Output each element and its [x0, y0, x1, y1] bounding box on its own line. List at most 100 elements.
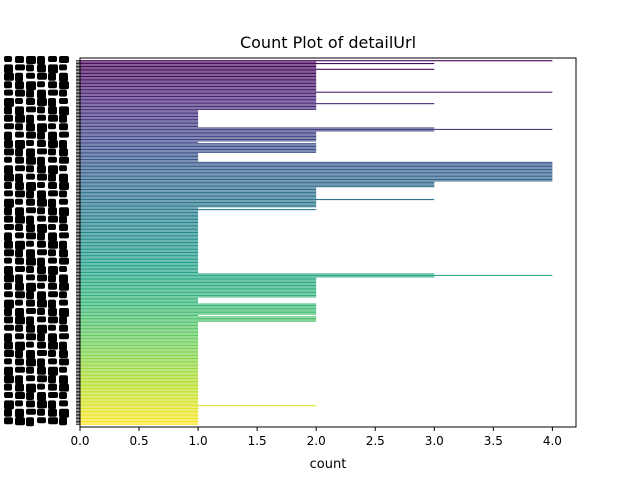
bar — [80, 118, 199, 120]
y-tick-label-fragment — [59, 123, 68, 131]
y-tick-label-fragment — [59, 417, 67, 426]
bar — [80, 131, 317, 133]
y-tick-label-fragment — [15, 173, 23, 183]
y-tick-label-fragment — [59, 148, 68, 157]
y-tick-label-fragment — [59, 358, 69, 366]
y-tick-label-fragment — [15, 224, 23, 231]
y-tick-label-fragment — [15, 106, 24, 116]
bar — [80, 387, 199, 390]
bar — [80, 241, 199, 244]
y-tick-label-fragment — [37, 165, 46, 174]
bar — [80, 113, 199, 115]
bar — [80, 313, 317, 315]
y-tick-label-fragment — [26, 106, 36, 113]
y-tick-label-fragment — [37, 375, 47, 383]
y-tick-label-fragment — [4, 249, 14, 257]
y-tick-label-fragment — [15, 114, 25, 123]
y-tick-label-fragment — [26, 350, 35, 359]
bar — [80, 412, 199, 414]
bar — [80, 334, 199, 337]
y-tick-label-fragment — [59, 165, 67, 172]
y-tick-label-fragment — [48, 358, 57, 365]
y-tick-label-fragment — [48, 224, 56, 230]
y-tick-label-fragment — [59, 375, 68, 385]
y-tick-label-fragment — [37, 324, 47, 334]
bar — [80, 270, 199, 272]
bar — [80, 65, 317, 67]
bar — [80, 134, 317, 136]
y-tick-label-fragment — [15, 249, 23, 258]
bar — [80, 304, 317, 307]
y-tick-label-fragment — [48, 282, 57, 290]
bar — [80, 107, 317, 109]
y-tick-label-fragment — [48, 392, 58, 398]
bar — [80, 317, 317, 319]
bar — [80, 150, 317, 152]
bar — [80, 342, 199, 344]
y-tick-label-fragment — [48, 408, 57, 417]
y-tick-label-fragment — [59, 232, 69, 239]
bar — [80, 88, 317, 90]
bar — [80, 302, 199, 304]
y-tick-label-fragment — [15, 341, 25, 351]
bar — [80, 80, 317, 82]
bar — [80, 231, 199, 234]
bar — [80, 94, 317, 96]
y-tick-label-fragment — [48, 156, 57, 163]
bar — [80, 323, 199, 325]
bar — [80, 403, 199, 405]
bar — [80, 279, 317, 281]
y-tick-label-fragment — [15, 400, 23, 407]
y-tick-label-fragment — [48, 207, 57, 216]
bar — [80, 190, 317, 192]
y-tick-label-fragment — [37, 156, 45, 166]
bar — [80, 399, 199, 401]
y-tick-label-fragment — [48, 333, 57, 343]
y-tick-label-fragment — [4, 392, 13, 398]
y-tick-label-fragment — [26, 114, 34, 124]
y-tick-label-fragment — [37, 282, 45, 289]
y-tick-label-fragment — [4, 198, 14, 208]
y-tick-label-fragment — [26, 182, 36, 191]
y-tick-label-fragment — [48, 131, 57, 141]
bar — [80, 233, 199, 235]
y-tick-label-fragment — [48, 291, 58, 298]
y-tick-label-fragment — [59, 198, 68, 205]
bar — [80, 184, 435, 186]
bar — [80, 153, 199, 155]
y-tick-label-fragment — [15, 257, 24, 265]
bar — [80, 186, 435, 188]
bar — [80, 386, 199, 388]
x-tick-label: 0.0 — [70, 434, 89, 448]
bar — [80, 366, 199, 368]
bar — [80, 332, 199, 334]
bar — [80, 297, 199, 299]
y-tick-label-fragment — [59, 383, 69, 392]
y-tick-label-fragment — [15, 98, 23, 104]
bar — [80, 340, 199, 342]
bar — [80, 253, 199, 255]
bar — [80, 120, 199, 122]
y-tick-label-fragment — [15, 417, 25, 426]
bar — [80, 70, 317, 72]
y-tick-label-fragment — [37, 56, 45, 65]
bar — [80, 83, 317, 85]
bar — [80, 367, 199, 370]
y-tick-label-fragment — [48, 56, 57, 62]
y-tick-label-fragment — [48, 72, 56, 81]
y-tick-label-fragment — [37, 299, 47, 308]
bar — [80, 300, 199, 302]
y-tick-label-fragment — [4, 291, 13, 298]
y-tick-label-fragment — [15, 64, 25, 71]
y-tick-label-fragment — [15, 316, 25, 325]
y-tick-label-fragment — [26, 156, 36, 165]
bar — [80, 67, 317, 69]
bar — [80, 269, 199, 271]
bar — [80, 73, 317, 75]
bar — [80, 177, 553, 179]
bar — [80, 166, 553, 168]
bar — [80, 193, 317, 195]
x-tick-label: 3.5 — [484, 434, 503, 448]
y-tick-label-fragment — [48, 316, 58, 324]
bar — [80, 415, 199, 417]
